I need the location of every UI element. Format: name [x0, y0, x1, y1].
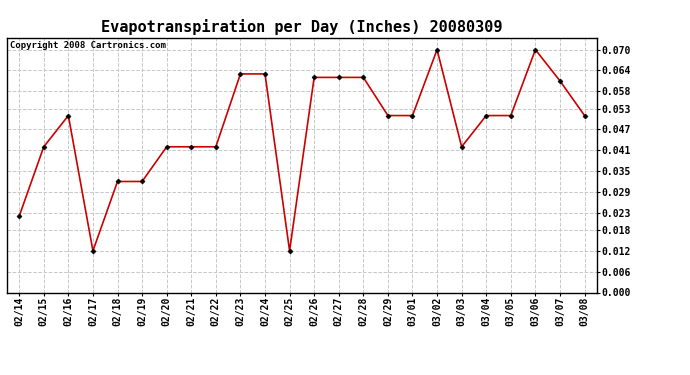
Title: Evapotranspiration per Day (Inches) 20080309: Evapotranspiration per Day (Inches) 2008…: [101, 19, 502, 35]
Text: Copyright 2008 Cartronics.com: Copyright 2008 Cartronics.com: [10, 41, 166, 50]
